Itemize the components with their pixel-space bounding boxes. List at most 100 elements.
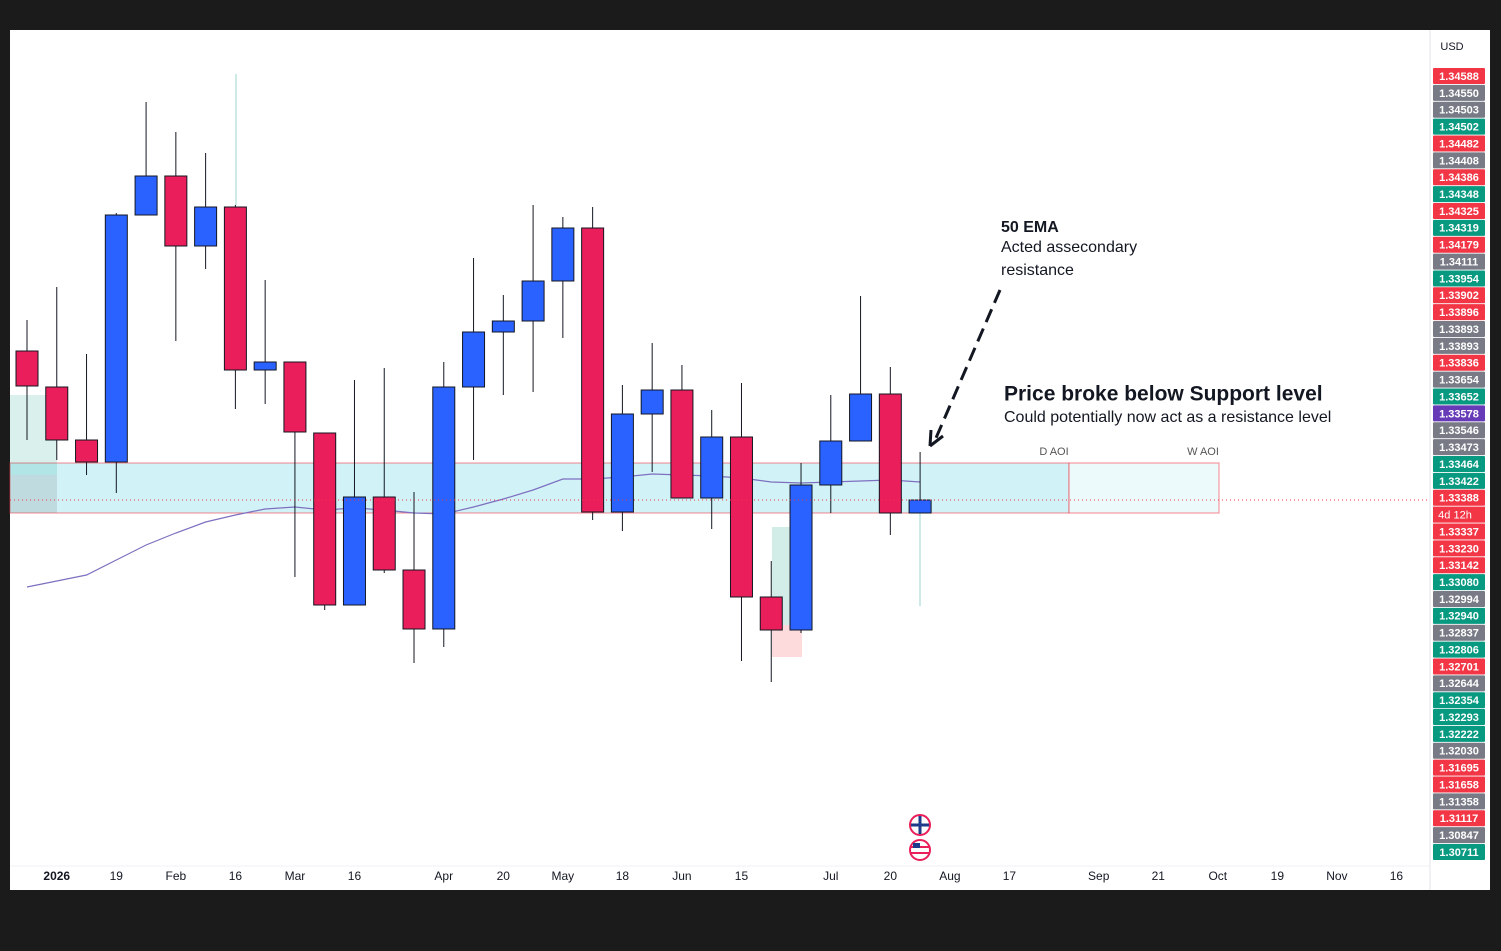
price-tag-label: 1.33337 (1439, 526, 1479, 538)
price-tag (1433, 793, 1485, 810)
price-tag-label: 1.30847 (1439, 830, 1479, 842)
x-tick-label: 2026 (43, 869, 70, 883)
price-tag (1433, 422, 1485, 439)
price-tag-label: 1.32806 (1439, 644, 1479, 656)
price-tag-label: 1.32293 (1439, 712, 1479, 724)
zone (1068, 462, 1220, 514)
price-tag-label: 1.33388 (1439, 493, 1479, 505)
price-tag-label: 1.34550 (1439, 88, 1479, 100)
price-tag-label: 1.34325 (1439, 206, 1479, 218)
price-tag-label: 1.31358 (1439, 796, 1479, 808)
candle-body (729, 436, 753, 598)
price-tag (1433, 371, 1485, 388)
x-tick-label: 21 (1152, 869, 1166, 883)
price-tag-label: 1.34482 (1439, 138, 1479, 150)
x-tick-label: Sep (1088, 869, 1110, 883)
price-tag-label: 1.31658 (1439, 779, 1479, 791)
price-tag (1433, 557, 1485, 574)
annotation-text: Acted assecondary (1001, 239, 1137, 256)
event-icons (909, 814, 931, 861)
price-tag-label: 1.33893 (1439, 324, 1479, 336)
price-tag (1433, 354, 1485, 371)
countdown-tag (1433, 506, 1485, 523)
x-tick-label: May (552, 869, 575, 883)
price-tag-label: 1.30711 (1439, 847, 1478, 859)
price-tag (1433, 810, 1485, 827)
price-tag (1433, 202, 1485, 219)
position-box (10, 475, 57, 513)
candle-body (15, 350, 39, 387)
candle-body (342, 496, 366, 606)
price-tag-label: 1.33654 (1439, 375, 1480, 387)
price-tag-label: 1.34588 (1439, 71, 1479, 83)
price-tag (1433, 101, 1485, 118)
candle-body (759, 596, 783, 631)
price-tag (1433, 236, 1485, 253)
price-tag (1433, 152, 1485, 169)
x-tick-label: 18 (616, 869, 630, 883)
price-tag-label: 1.33080 (1439, 577, 1479, 589)
price-tag-label: 1.32644 (1439, 678, 1480, 690)
candle-body (908, 499, 932, 514)
candle-body (878, 393, 902, 514)
annotation-title: 50 EMA (1001, 219, 1059, 236)
price-tag (1433, 742, 1485, 759)
price-tag (1433, 489, 1485, 506)
price-tag (1433, 641, 1485, 658)
price-tag (1433, 624, 1485, 641)
price-tag (1433, 675, 1485, 692)
price-tag (1433, 253, 1485, 270)
candle-body (819, 440, 843, 486)
price-tag-label: 1.33954 (1439, 273, 1480, 285)
price-tag-label: 1.33473 (1439, 442, 1479, 454)
candle-body (283, 361, 307, 433)
price-tag (1433, 219, 1485, 236)
countdown-label: 4d 12h (1438, 510, 1472, 522)
candle-body (223, 206, 247, 371)
candle-body (581, 227, 605, 513)
x-tick-label: Nov (1326, 869, 1347, 883)
price-tag (1433, 388, 1485, 405)
candle-body (194, 206, 218, 247)
price-tag-label: 1.34319 (1439, 223, 1479, 235)
price-tag (1433, 135, 1485, 152)
price-tag-label: 1.34348 (1439, 189, 1479, 201)
price-tag-label: 1.33422 (1439, 476, 1479, 488)
price-tag-label: 1.32994 (1439, 594, 1480, 606)
price-tag-label: 1.33230 (1439, 543, 1479, 555)
price-tag-label: 1.32837 (1439, 628, 1479, 640)
price-tag-label: 1.33546 (1439, 425, 1479, 437)
x-tick-label: Oct (1208, 869, 1227, 883)
price-tag (1433, 827, 1485, 844)
x-tick-label: 16 (348, 869, 362, 883)
price-tag-label: 1.34503 (1439, 105, 1479, 117)
candle-body (551, 227, 575, 282)
price-tag-label: 1.33893 (1439, 341, 1479, 353)
currency-label: USD (1440, 41, 1463, 53)
price-tag (1433, 523, 1485, 540)
x-tick-label: Jun (672, 869, 691, 883)
x-tick-label: 16 (229, 869, 243, 883)
candle-body (462, 331, 486, 388)
candle-body (849, 393, 873, 442)
price-tag (1433, 709, 1485, 726)
candle-body (313, 432, 337, 606)
price-tag (1433, 456, 1485, 473)
x-tick-label: 20 (884, 869, 898, 883)
price-tag-label: 1.33142 (1439, 560, 1479, 572)
candle-body (491, 320, 515, 333)
candle-body (610, 413, 634, 513)
ema-line (26, 473, 921, 588)
price-tag-label: 1.32222 (1439, 729, 1479, 741)
candle-body (164, 175, 188, 247)
arrow-head (928, 429, 944, 448)
price-tag-label: 1.33902 (1439, 290, 1479, 302)
price-tag-label: 1.32940 (1439, 611, 1479, 623)
price-tag (1433, 607, 1485, 624)
x-tick-label: 16 (1390, 869, 1404, 883)
x-tick-label: 19 (110, 869, 124, 883)
price-tag (1433, 590, 1485, 607)
x-tick-label: Jul (823, 869, 838, 883)
arrow (934, 289, 1002, 439)
price-tag-label: 1.31695 (1439, 763, 1479, 775)
